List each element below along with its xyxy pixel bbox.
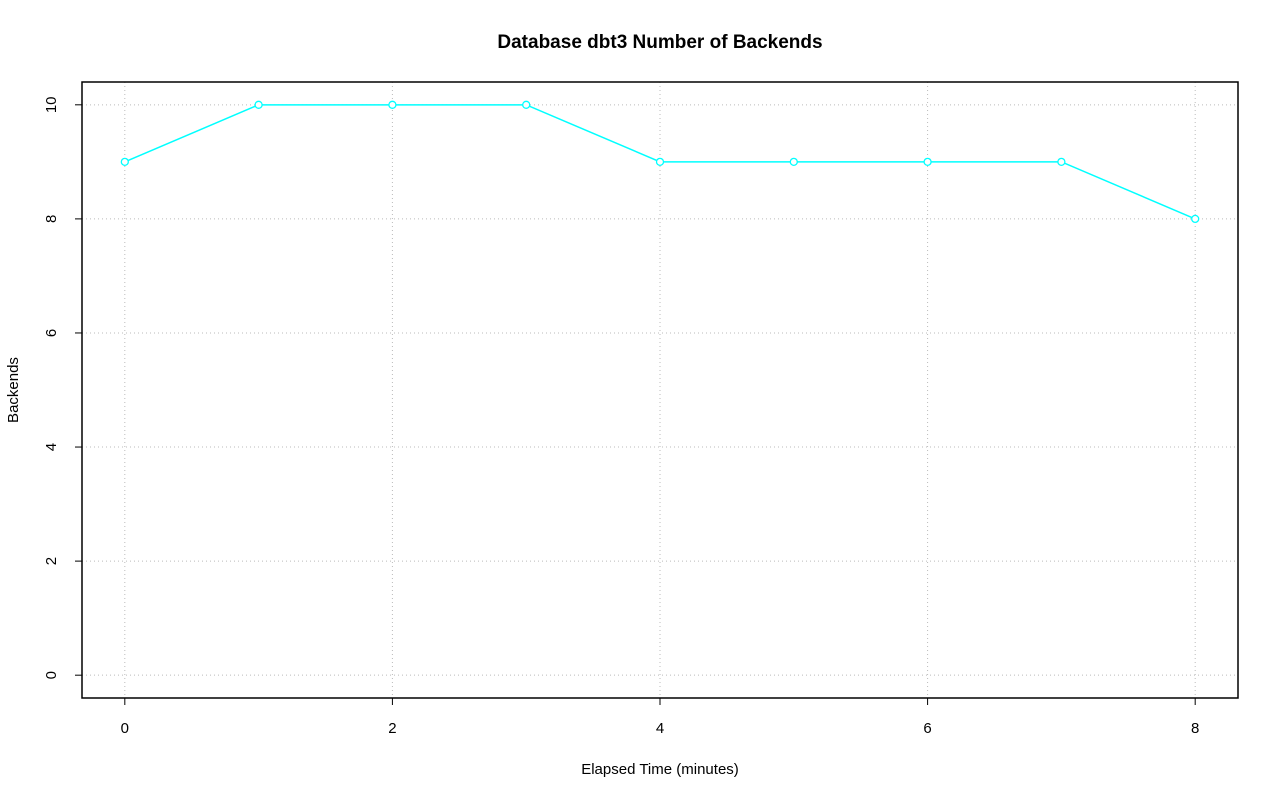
data-point	[254, 100, 263, 109]
y-axis-label: Backends	[5, 357, 22, 423]
data-point	[388, 100, 397, 109]
data-point	[923, 157, 932, 167]
y-tick-label: 2	[43, 557, 60, 565]
x-axis-label: Elapsed Time (minutes)	[581, 761, 739, 778]
data-point	[1057, 157, 1066, 167]
data-point	[120, 157, 129, 167]
y-tick-label: 0	[43, 671, 60, 679]
x-tick-label: 8	[1191, 720, 1199, 737]
x-tick-label: 0	[121, 720, 129, 737]
chart-title: Database dbt3 Number of Backends	[497, 32, 822, 53]
y-tick-label: 4	[43, 443, 60, 451]
x-tick-label: 4	[656, 720, 664, 737]
plot-frame	[81, 81, 1239, 699]
data-point	[522, 100, 531, 109]
data-point	[1191, 214, 1200, 224]
y-tick-label: 6	[43, 329, 60, 337]
x-tick-label: 6	[923, 720, 931, 737]
y-tick-label: 8	[43, 215, 60, 223]
data-point	[655, 157, 665, 167]
data-point	[789, 157, 798, 167]
y-tick-label: 10	[43, 96, 60, 113]
x-tick-label: 2	[388, 720, 396, 737]
